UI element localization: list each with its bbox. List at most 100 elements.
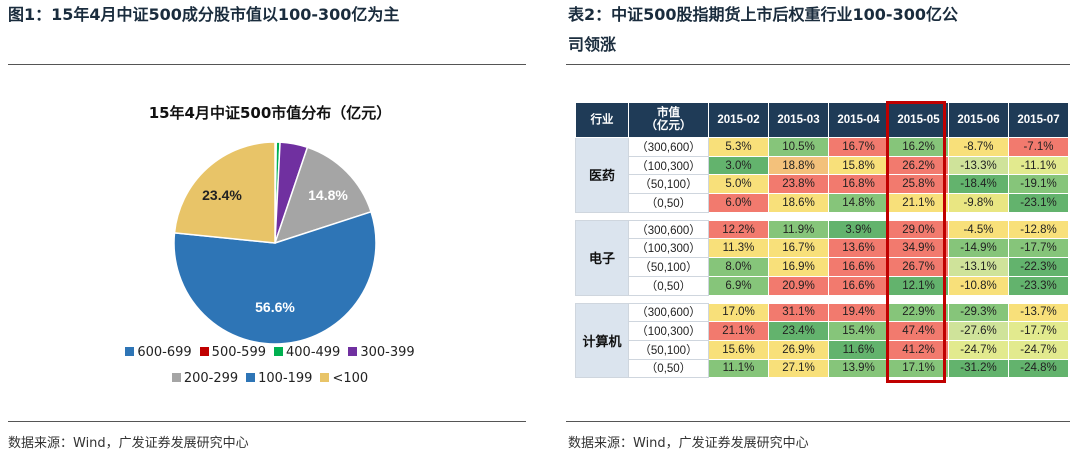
return-cell: 6.0%: [708, 193, 769, 213]
sector-return-table: 行业 市值 （亿元） 2015-02 2015-03 2015-04 2015-…: [575, 102, 1069, 379]
market-cap-range-cell: （50,100）: [628, 174, 709, 195]
legend-item: 100-199: [246, 371, 312, 386]
return-cell: 5.0%: [708, 174, 769, 195]
return-cell: -23.3%: [1008, 275, 1069, 296]
right-title-rule: [566, 64, 1070, 65]
return-cell: -24.8%: [1008, 358, 1069, 379]
header-month: 2015-05: [888, 102, 949, 138]
pie-chart: 56.6% 23.4% 14.8%: [173, 141, 377, 345]
legend-item: 500-599: [199, 345, 266, 360]
return-cell: 21.1%: [888, 193, 949, 213]
return-cell: 18.8%: [768, 155, 829, 176]
return-cell: -7.1%: [1008, 137, 1069, 157]
legend-swatch: [125, 347, 135, 356]
return-cell: -10.8%: [948, 275, 1009, 296]
return-cell: -27.6%: [948, 321, 1009, 341]
legend-swatch: [348, 347, 358, 356]
return-cell: 13.6%: [828, 238, 889, 259]
return-cell: 16.7%: [828, 137, 889, 157]
legend-label: 300-399: [360, 345, 415, 360]
legend-row-1: 600-699 500-599 400-499 300-399: [10, 345, 530, 360]
header-month: 2015-03: [768, 102, 829, 138]
return-cell: 15.4%: [828, 321, 889, 341]
return-cell: 16.2%: [888, 137, 949, 157]
header-market-cap: 市值 （亿元）: [628, 102, 709, 138]
legend-label: 600-699: [137, 345, 192, 360]
return-cell: -19.1%: [1008, 174, 1069, 195]
return-cell: 11.3%: [708, 238, 769, 259]
legend-item: 200-299: [171, 371, 238, 386]
legend-item: 400-499: [274, 345, 340, 360]
return-cell: 15.6%: [708, 339, 769, 360]
market-cap-range-cell: （0,50）: [628, 193, 709, 213]
return-cell: 27.1%: [768, 358, 829, 379]
table-title-line1: 表2：中证500股指期货上市后权重行业100-300亿公: [568, 5, 958, 24]
return-cell: 11.6%: [828, 339, 889, 360]
return-cell: 31.1%: [768, 302, 829, 323]
legend-label: 100-199: [258, 371, 313, 386]
market-cap-range-cell: （0,50）: [628, 358, 709, 379]
legend-item: <100: [320, 371, 368, 386]
return-cell: -4.5%: [948, 219, 1009, 240]
right-bottom-rule: [566, 421, 1070, 422]
return-cell: -12.8%: [1008, 219, 1069, 240]
return-cell: -24.7%: [1008, 339, 1069, 360]
industry-cell: 医药: [575, 137, 629, 213]
return-cell: -13.1%: [948, 257, 1009, 277]
return-cell: -14.9%: [948, 238, 1009, 259]
pie-data-label: 56.6%: [255, 299, 295, 315]
table-header-row: 行业 市值 （亿元） 2015-02 2015-03 2015-04 2015-…: [575, 102, 1069, 138]
pie-chart-title: 15年4月中证500市值分布（亿元）: [148, 104, 392, 122]
table-row: （0,50） 11.1% 27.1% 13.9% 17.1% -31.2% -24.8%: [576, 358, 1069, 379]
return-cell: 26.2%: [888, 155, 949, 176]
legend-item: 300-399: [348, 345, 415, 360]
return-cell: -23.1%: [1008, 193, 1069, 213]
header-month: 2015-04: [828, 102, 889, 138]
table-row: 医药 （300,600） 5.3% 10.5% 16.7% 16.2% -8.7% -7.1%: [575, 137, 1069, 213]
legend-swatch: [171, 373, 181, 382]
legend-swatch: [246, 373, 256, 382]
return-cell: -17.7%: [1008, 238, 1069, 259]
market-cap-range-cell: （100,300）: [628, 238, 709, 259]
table-row: （50,100） 5.0% 23.8% 16.8% 25.8% -18.4% -19.1%: [576, 174, 1069, 195]
table-row: （0,50） 6.9% 20.9% 16.6% 12.1% -10.8% -23.3%: [576, 275, 1069, 296]
return-cell: 29.0%: [888, 219, 949, 240]
table-row: （50,100） 8.0% 16.9% 16.6% 26.7% -13.1% -22.3%: [576, 257, 1069, 277]
return-cell: 12.2%: [708, 219, 769, 240]
table-row: （100,300） 3.0% 18.8% 15.8% 26.2% -13.3% -11.1%: [576, 155, 1069, 176]
return-cell: 16.8%: [828, 174, 889, 195]
return-cell: 19.4%: [828, 302, 889, 323]
legend-swatch: [199, 347, 209, 356]
return-cell: -9.8%: [948, 193, 1009, 213]
return-cell: -31.2%: [948, 358, 1009, 379]
return-cell: -11.1%: [1008, 155, 1069, 176]
return-cell: 17.0%: [708, 302, 769, 323]
left-bottom-rule: [8, 421, 526, 422]
return-cell: 16.6%: [828, 275, 889, 296]
market-cap-range-cell: （0,50）: [628, 275, 709, 296]
return-cell: -8.7%: [948, 137, 1009, 157]
figure-title: 图1：15年4月中证500成分股市值以100-300亿为主: [8, 5, 400, 24]
pie-data-label: 14.8%: [308, 187, 348, 203]
return-cell: 17.1%: [888, 358, 949, 379]
return-cell: -18.4%: [948, 174, 1009, 195]
return-cell: 10.5%: [768, 137, 829, 157]
market-cap-range-cell: （300,600）: [628, 219, 709, 240]
table-row: 电子 （300,600） 12.2% 11.9% 3.9% 29.0% -4.5% -12.8…: [575, 219, 1069, 296]
return-cell: 47.4%: [888, 321, 949, 341]
pie-slice-lt100: [173, 141, 276, 244]
return-cell: 11.1%: [708, 358, 769, 379]
legend-item: 600-699: [125, 345, 192, 360]
table-row: （100,300） 11.3% 16.7% 13.6% 34.9% -14.9% -17.7…: [576, 238, 1069, 259]
return-cell: 18.6%: [768, 193, 829, 213]
header-month: 2015-02: [708, 102, 769, 138]
return-cell: -24.7%: [948, 339, 1009, 360]
return-cell: 13.9%: [828, 358, 889, 379]
return-cell: -17.7%: [1008, 321, 1069, 341]
return-cell: 16.9%: [768, 257, 829, 277]
left-source-note: 数据来源：Wind，广发证券发展研究中心: [8, 436, 249, 451]
return-cell: 3.9%: [828, 219, 889, 240]
legend-label: 500-599: [211, 345, 266, 360]
header-industry: 行业: [575, 102, 629, 138]
return-cell: 11.9%: [768, 219, 829, 240]
